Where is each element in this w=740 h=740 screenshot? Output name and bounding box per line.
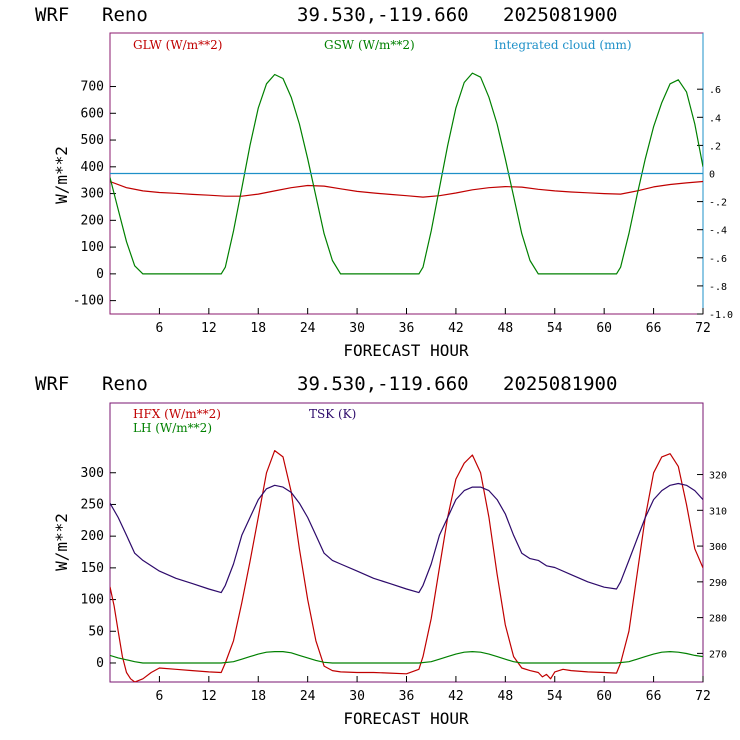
legend-gsw: GSW (W/m**2) [324, 38, 415, 52]
flux-xtick-label: 48 [498, 689, 514, 704]
radiation-chart-xlabel: FORECAST HOUR [343, 341, 469, 360]
radiation-xtick-label: 72 [695, 321, 711, 336]
radiation-y2tick-label: .2 [709, 141, 721, 152]
series-line-glw [110, 180, 703, 198]
series-line-gsw [110, 72, 703, 275]
radiation-xtick-label: 12 [201, 321, 217, 336]
flux-chart: 6 12 18 24 30 36 42 48 54 60 66 72 0 50 100 150 200 250 30… [52, 402, 728, 728]
flux-xtick-label: 72 [695, 689, 711, 704]
radiation-chart-ylabel: W/m**2 [52, 146, 71, 204]
radiation-ytick-label: 0 [96, 267, 104, 282]
flux-ytick-label: 150 [81, 561, 104, 576]
radiation-xtick-label: 30 [349, 321, 365, 336]
legend-glw: GLW (W/m**2) [133, 38, 222, 52]
flux-y2tick-label: 270 [709, 649, 727, 660]
flux-chart-xlabel: FORECAST HOUR [343, 709, 469, 728]
flux-ytick-label: 300 [81, 466, 104, 481]
bottom-panel-header: WRF Reno 39.530,-119.660 2025081900 [35, 373, 617, 395]
flux-xtick-label: 30 [349, 689, 365, 704]
run-time-label: 2025081900 [503, 4, 617, 26]
radiation-y2tick-label: .6 [709, 85, 721, 96]
radiation-y2tick-label: -.8 [709, 282, 727, 293]
radiation-y2tick-label: .4 [709, 113, 721, 124]
flux-ytick-label: 100 [81, 593, 104, 608]
coordinates-label-2: 39.530,-119.660 [297, 373, 469, 395]
flux-y2tick-label: 290 [709, 578, 727, 589]
radiation-ytick-label: 400 [81, 160, 104, 175]
flux-ytick-label: 200 [81, 529, 104, 544]
legend-integrated-cloud: Integrated cloud (mm) [494, 38, 632, 52]
station-label: Reno [102, 4, 148, 26]
legend-hfx: HFX (W/m**2) [133, 407, 221, 421]
flux-xtick-label: 42 [448, 689, 464, 704]
flux-y2tick-label: 310 [709, 506, 727, 517]
radiation-y2tick-label: -.4 [709, 226, 727, 237]
series-line-tsk [110, 482, 703, 594]
flux-xtick-label: 36 [399, 689, 415, 704]
flux-xtick-label: 60 [596, 689, 612, 704]
station-label-2: Reno [102, 373, 148, 395]
flux-xtick-label: 54 [547, 689, 563, 704]
radiation-chart-ticks: 6 12 18 24 30 36 42 48 54 60 66 72 -100 0 100 200 300 400… [73, 80, 733, 336]
flux-chart-ylabel: W/m**2 [52, 513, 71, 571]
radiation-ytick-label: 100 [81, 240, 104, 255]
legend-tsk: TSK (K) [309, 407, 356, 421]
radiation-ytick-label: 600 [81, 106, 104, 121]
radiation-xtick-label: 36 [399, 321, 415, 336]
flux-y2tick-label: 280 [709, 614, 727, 625]
flux-xtick-label: 18 [250, 689, 266, 704]
flux-y2tick-label: 320 [709, 471, 727, 482]
top-panel-header: WRF Reno 39.530,-119.660 2025081900 [35, 4, 617, 26]
coordinates-label: 39.530,-119.660 [297, 4, 469, 26]
radiation-ytick-label: 700 [81, 80, 104, 95]
flux-ytick-label: 50 [88, 624, 104, 639]
radiation-xtick-label: 24 [300, 321, 316, 336]
flux-chart-frame [109, 402, 704, 683]
model-label: WRF [35, 4, 69, 26]
radiation-chart: 6 12 18 24 30 36 42 48 54 60 66 72 -100 0 100 200 300 400… [52, 32, 733, 360]
flux-y2tick-label: 300 [709, 542, 727, 553]
radiation-ytick-label: -100 [73, 294, 104, 309]
radiation-ytick-label: 500 [81, 133, 104, 148]
radiation-chart-series [110, 72, 703, 275]
flux-xtick-label: 24 [300, 689, 316, 704]
flux-xtick-label: 12 [201, 689, 217, 704]
radiation-xtick-label: 48 [498, 321, 514, 336]
flux-chart-ticks: 6 12 18 24 30 36 42 48 54 60 66 72 0 50 100 150 200 250 30… [81, 466, 728, 704]
series-line-lh [110, 651, 703, 664]
radiation-xtick-label: 42 [448, 321, 464, 336]
flux-xtick-label: 6 [156, 689, 164, 704]
model-label-2: WRF [35, 373, 69, 395]
radiation-xtick-label: 6 [156, 321, 164, 336]
flux-ytick-label: 0 [96, 656, 104, 671]
radiation-xtick-label: 18 [250, 321, 266, 336]
radiation-y2tick-label: 0 [709, 170, 715, 181]
flux-chart-series [110, 450, 703, 682]
radiation-xtick-label: 54 [547, 321, 563, 336]
radiation-y2tick-label: -.6 [709, 254, 727, 265]
radiation-ytick-label: 300 [81, 187, 104, 202]
flux-xtick-label: 66 [646, 689, 662, 704]
legend-lh: LH (W/m**2) [133, 421, 212, 435]
flux-ytick-label: 250 [81, 497, 104, 512]
radiation-y2tick-label: -1.0 [709, 310, 733, 321]
series-line-hfx [110, 450, 703, 682]
radiation-ytick-label: 200 [81, 213, 104, 228]
radiation-y2tick-label: -.2 [709, 198, 727, 209]
radiation-xtick-label: 66 [646, 321, 662, 336]
run-time-label-2: 2025081900 [503, 373, 617, 395]
radiation-xtick-label: 60 [596, 321, 612, 336]
